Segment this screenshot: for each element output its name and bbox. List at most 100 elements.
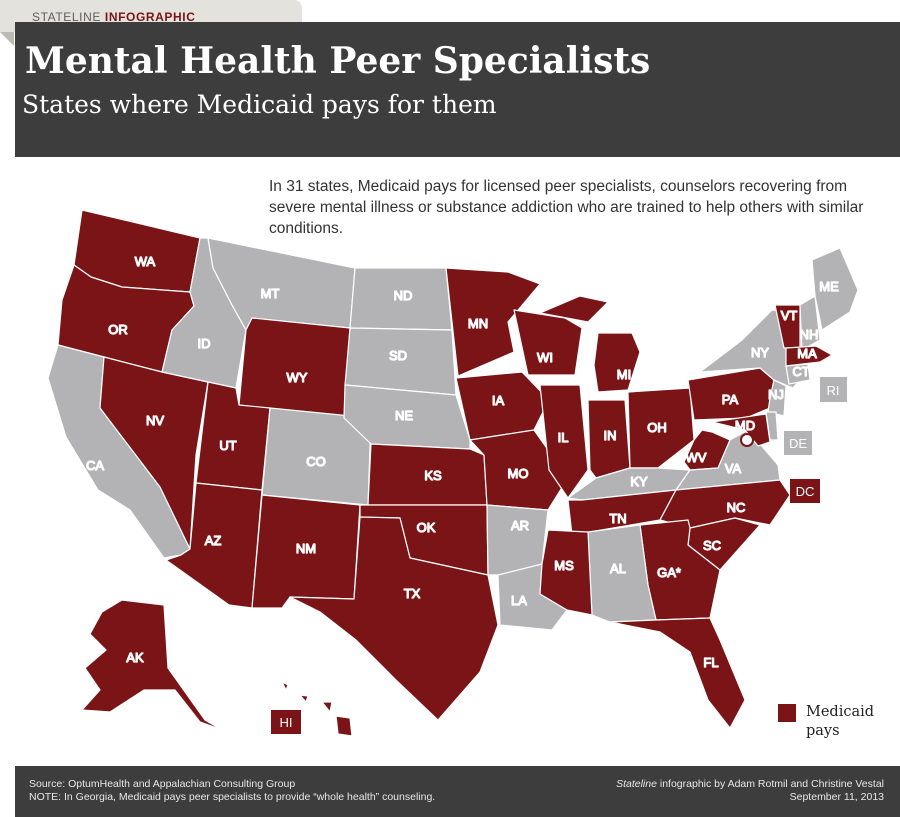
state-label-TN: TN — [609, 511, 626, 526]
footer-bar — [15, 766, 900, 817]
state-label-WA: WA — [135, 254, 156, 269]
state-HI — [281, 681, 353, 737]
state-SC: SC — [687, 517, 761, 571]
state-NE: NE — [343, 384, 471, 450]
state-label-PA: PA — [722, 392, 739, 407]
state-FL: FL — [609, 617, 746, 729]
brand-prefix: STATELINE — [32, 10, 101, 24]
state-label-KS: KS — [424, 468, 442, 483]
dc-marker-icon — [740, 433, 754, 447]
state-MA: MA — [785, 345, 833, 367]
state-label-TX: TX — [404, 586, 421, 601]
state-label-FL: FL — [703, 655, 718, 670]
state-label-ND: ND — [394, 288, 413, 303]
state-label-NJ: NJ — [768, 387, 784, 402]
state-label-VT: VT — [781, 308, 798, 323]
state-label-CT: CT — [792, 364, 809, 379]
state-IA: IA — [455, 371, 550, 441]
callout-DC — [790, 479, 820, 503]
state-label-MO: MO — [508, 466, 529, 481]
state-label-NE: NE — [395, 408, 413, 423]
footer-source-block: Source: OptumHealth and Appalachian Cons… — [29, 778, 435, 804]
state-KY: KY — [567, 467, 691, 501]
state-label-CA: CA — [86, 458, 104, 473]
state-AK: AK — [81, 599, 223, 731]
state-NM: NM — [251, 494, 361, 609]
state-label-WI: WI — [537, 350, 553, 365]
state-MI: MI — [539, 295, 641, 393]
state-label-AK: AK — [126, 650, 144, 665]
legend-swatch — [778, 704, 796, 722]
state-label-LA: LA — [511, 593, 527, 608]
brand-suffix: INFOGRAPHIC — [104, 10, 196, 24]
state-label-OR: OR — [108, 322, 128, 337]
callout-RI — [820, 377, 847, 402]
state-MN: MN — [445, 267, 541, 377]
state-label-MS: MS — [554, 558, 574, 573]
page-title: Mental Health Peer Specialists — [25, 40, 651, 82]
page-subtitle: States where Medicaid pays for them — [22, 90, 497, 119]
state-AZ: AZ — [165, 482, 263, 609]
state-label-IL: IL — [558, 430, 569, 445]
state-WY: WY — [238, 317, 351, 419]
state-label-WV: WV — [686, 450, 707, 465]
footer-credit-authors: infographic by Adam Rotmil and Christine… — [656, 778, 884, 790]
footer-date: September 11, 2013 — [789, 791, 884, 803]
footer-credit-publication: Stateline — [616, 778, 657, 790]
state-NH: NH — [799, 295, 821, 351]
callout-DE — [784, 431, 812, 455]
state-label-MI: MI — [617, 367, 631, 382]
brand-label: STATELINE INFOGRAPHIC — [32, 10, 196, 24]
footer-note: NOTE: In Georgia, Medicaid pays peer spe… — [29, 791, 436, 803]
state-GA: GA* — [639, 519, 721, 621]
state-label-VA: VA — [725, 461, 742, 476]
state-label-MA: MA — [797, 346, 817, 361]
state-IN: IN — [587, 399, 631, 479]
state-label-ME: ME — [819, 279, 839, 294]
state-SD: SD — [344, 327, 457, 396]
state-NC: NC — [659, 479, 791, 529]
state-label-AR: AR — [511, 518, 529, 533]
legend-label: Medicaid pays — [806, 704, 875, 739]
state-KS: KS — [367, 443, 488, 506]
state-TX: TX — [289, 516, 499, 721]
state-label-NY: NY — [751, 345, 769, 360]
state-label-IN: IN — [604, 428, 617, 443]
brand-tab-fold — [0, 32, 14, 46]
state-OH: OH — [627, 387, 695, 469]
state-IL: IL — [539, 384, 589, 499]
svg-text:RI: RI — [827, 383, 840, 398]
state-label-MD: MD — [735, 418, 755, 433]
state-label-NV: NV — [146, 413, 164, 428]
state-label-UT: UT — [219, 438, 236, 453]
state-label-OK: OK — [417, 520, 436, 535]
state-AL: AL — [587, 524, 657, 623]
state-label-OH: OH — [647, 420, 667, 435]
state-label-AZ: AZ — [205, 533, 222, 548]
state-label-GA: GA* — [657, 565, 681, 580]
footer-credit: Stateline infographic by Adam Rotmil and… — [616, 778, 884, 791]
state-label-SC: SC — [703, 538, 721, 553]
svg-text:DC: DC — [796, 484, 815, 499]
state-VT: VT — [774, 304, 801, 349]
footer-credit-block: Stateline infographic by Adam Rotmil and… — [616, 778, 884, 804]
svg-text:DE: DE — [789, 436, 807, 451]
state-label-WY: WY — [287, 370, 308, 385]
state-CT: CT — [785, 363, 811, 385]
state-NV: NV — [99, 356, 209, 550]
state-UT: UT — [195, 381, 271, 491]
svg-text:HI: HI — [280, 715, 293, 730]
state-label-NC: NC — [727, 500, 746, 515]
state-label-ID: ID — [198, 336, 211, 351]
state-label-MN: MN — [468, 316, 488, 331]
state-ME: ME — [811, 247, 859, 331]
state-label-MT: MT — [261, 286, 280, 301]
state-PA: PA — [687, 367, 775, 421]
state-label-CO: CO — [306, 454, 326, 469]
state-label-AL: AL — [610, 561, 626, 576]
state-label-NH: NH — [800, 327, 819, 342]
state-WI: WI — [513, 309, 583, 376]
state-OR: OR — [57, 264, 195, 373]
title-banner — [15, 22, 900, 157]
